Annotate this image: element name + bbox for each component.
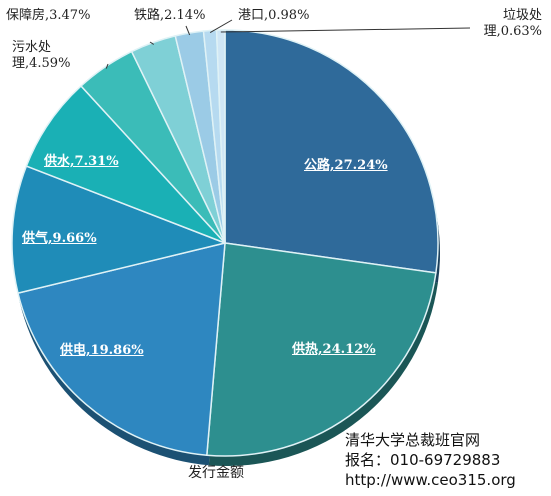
watermark-line-2: 报名：010-69729883 [345, 451, 501, 469]
leader-line-gangkou [209, 19, 233, 33]
slice-laji [215, 29, 226, 244]
slice-gongshui [25, 84, 226, 244]
watermark-line-3: http://www.ceo315.org [345, 471, 516, 489]
label-wushui: 污水处理,4.59% [12, 40, 71, 71]
slice-gonglu [224, 29, 439, 274]
leader-line-laji [220, 27, 471, 33]
slice-gongdian [17, 242, 226, 457]
slice-gongqi [11, 165, 228, 295]
label-gongqi: 供气,9.66% [22, 231, 97, 246]
label-gongdian: 供电,19.86% [60, 343, 144, 358]
x-axis-label: 发行金额 [188, 465, 244, 481]
leader-line-wushui [105, 63, 109, 69]
watermark: 清华大学总裁班官网 报名：010-69729883 http://www.ceo… [345, 430, 516, 490]
pie-slices [11, 29, 439, 457]
leader-line-tielu [185, 25, 191, 36]
label-gonglu: 公路,27.24% [304, 158, 388, 173]
label-gangkou: 港口,0.98% [238, 8, 310, 23]
label-laji: 垃圾处理,0.63% [483, 8, 542, 39]
leader-line-baozhangfang [149, 41, 154, 45]
watermark-line-1: 清华大学总裁班官网 [345, 431, 481, 449]
label-gongshui: 供水,7.31% [44, 154, 119, 169]
label-tielu: 铁路,2.14% [134, 8, 206, 23]
label-gongre: 供热,24.12% [292, 342, 376, 357]
label-baozhangfang: 保障房,3.47% [6, 8, 91, 23]
slice-gongre [206, 242, 437, 457]
